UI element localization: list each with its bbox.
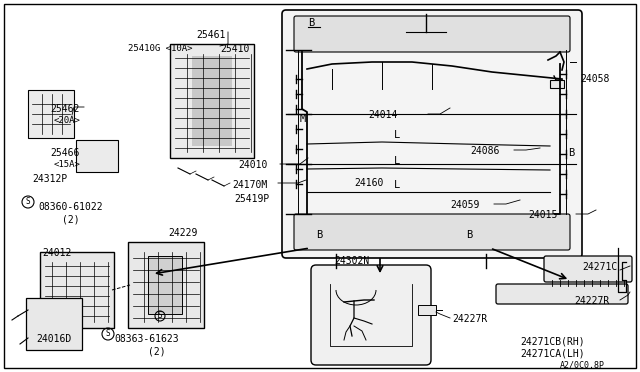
Text: 24227R: 24227R xyxy=(574,296,609,306)
Text: 25461: 25461 xyxy=(196,30,225,40)
Text: 24010: 24010 xyxy=(238,160,268,170)
Text: 25419P: 25419P xyxy=(234,194,269,204)
Text: 24271C: 24271C xyxy=(582,262,617,272)
Text: B: B xyxy=(466,230,472,240)
Text: 24302N: 24302N xyxy=(334,256,369,266)
FancyBboxPatch shape xyxy=(294,16,570,52)
FancyBboxPatch shape xyxy=(28,90,74,138)
Text: 24016D: 24016D xyxy=(36,334,71,344)
Text: S: S xyxy=(106,330,110,339)
Text: 24312P: 24312P xyxy=(32,174,67,184)
Text: M: M xyxy=(300,114,307,124)
Text: (2): (2) xyxy=(62,214,79,224)
Text: <20A>: <20A> xyxy=(54,116,81,125)
Text: L: L xyxy=(394,156,400,166)
FancyBboxPatch shape xyxy=(128,242,204,328)
Text: 25462: 25462 xyxy=(50,104,79,114)
FancyBboxPatch shape xyxy=(282,10,582,258)
Text: 24059: 24059 xyxy=(450,200,479,210)
Text: 24015: 24015 xyxy=(528,210,557,220)
Bar xyxy=(148,256,182,314)
Text: 24014: 24014 xyxy=(368,110,397,120)
Text: L: L xyxy=(394,130,400,140)
FancyBboxPatch shape xyxy=(26,298,82,350)
Text: 24271CA(LH): 24271CA(LH) xyxy=(520,348,584,358)
Bar xyxy=(418,305,436,315)
FancyBboxPatch shape xyxy=(544,256,632,282)
FancyBboxPatch shape xyxy=(496,284,628,304)
Text: <15A>: <15A> xyxy=(54,160,81,169)
Text: 24086: 24086 xyxy=(470,146,499,156)
Text: B: B xyxy=(316,230,323,240)
FancyBboxPatch shape xyxy=(76,140,118,172)
Text: 08360-61022: 08360-61022 xyxy=(38,202,102,212)
FancyBboxPatch shape xyxy=(311,265,431,365)
Bar xyxy=(550,80,564,88)
Text: 24170M: 24170M xyxy=(232,180,268,190)
Text: L: L xyxy=(394,180,400,190)
Text: B: B xyxy=(308,18,314,28)
Text: 08363-61623: 08363-61623 xyxy=(114,334,179,344)
Text: 24058: 24058 xyxy=(580,74,609,84)
Text: 24271CB(RH): 24271CB(RH) xyxy=(520,336,584,346)
FancyBboxPatch shape xyxy=(40,252,114,328)
FancyBboxPatch shape xyxy=(170,44,254,158)
Text: (2): (2) xyxy=(148,346,166,356)
Text: 25466: 25466 xyxy=(50,148,79,158)
Text: B: B xyxy=(568,148,574,158)
Text: S: S xyxy=(26,198,30,206)
Text: 24227R: 24227R xyxy=(452,314,487,324)
Text: 24012: 24012 xyxy=(42,248,72,258)
Text: 25410: 25410 xyxy=(220,44,250,54)
Text: 25410G <10A>: 25410G <10A> xyxy=(128,44,193,53)
Bar xyxy=(192,56,232,146)
Text: S: S xyxy=(157,311,163,321)
Text: 24229: 24229 xyxy=(168,228,197,238)
Text: A2/0C0.8P: A2/0C0.8P xyxy=(560,360,605,369)
FancyBboxPatch shape xyxy=(294,214,570,250)
Text: 24160: 24160 xyxy=(354,178,383,188)
